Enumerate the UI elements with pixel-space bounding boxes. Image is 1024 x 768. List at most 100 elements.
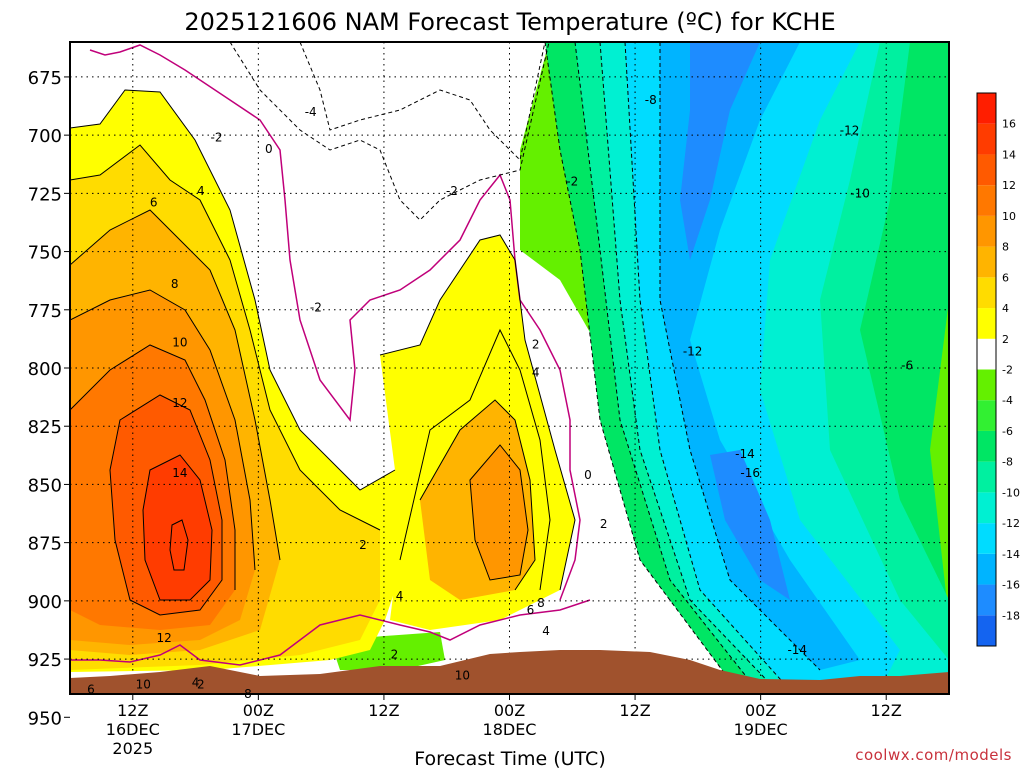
colorbar-swatch xyxy=(977,553,996,585)
colorbar-swatch xyxy=(977,338,996,370)
band-plus14 xyxy=(143,455,212,600)
x-tick-label: 12Z xyxy=(368,701,399,720)
contour-label: 4 xyxy=(532,366,540,380)
contour-labels: -4-8-12-10-20468101214-2-2-2-12-6-14-162… xyxy=(87,93,913,701)
y-tick-label: 875 xyxy=(28,534,62,555)
terrain xyxy=(70,650,949,694)
contour-label: -14 xyxy=(787,643,807,657)
y-tick-label: 675 xyxy=(28,68,62,89)
contour-line-minus16 xyxy=(659,42,821,671)
plot-area xyxy=(70,42,949,694)
colorbar-label: -2 xyxy=(1002,364,1013,377)
credit-link[interactable]: coolwx.com/models xyxy=(855,746,1012,764)
contour-label: -12 xyxy=(840,123,860,137)
x-tick-label: 00Z xyxy=(243,701,274,720)
x-tick-label: 2025 xyxy=(112,739,153,758)
colorbar-label: -8 xyxy=(1002,456,1013,469)
colorbar-label: -6 xyxy=(1002,425,1013,438)
x-tick-label: 00Z xyxy=(745,701,776,720)
contour-line-minus2 xyxy=(229,42,550,221)
colorbar-swatch xyxy=(977,246,996,278)
contour-label: -10 xyxy=(850,186,870,200)
colorbar-label: 6 xyxy=(1002,271,1009,284)
colorbar-swatch xyxy=(977,308,996,339)
x-tick-label: 00Z xyxy=(494,701,525,720)
colorbar-label: -10 xyxy=(1002,486,1020,499)
colorbar-swatch xyxy=(977,615,996,646)
contour-label: 4 xyxy=(542,624,550,638)
dotted-grid xyxy=(70,42,949,694)
y-axis: 675 700 725 750 775 800 825 850 875 900 925 950 xyxy=(28,68,70,729)
colorbar-swatch xyxy=(977,523,996,554)
chart-title: 2025121606 NAM Forecast Temperature (ºC)… xyxy=(184,8,835,36)
colorbar-swatch xyxy=(977,430,996,462)
contour-line-minus10 xyxy=(574,42,761,694)
colorbar-swatch xyxy=(977,154,996,186)
colorbar: -18 -16 -14 -12 -10 -8 -6 -4 -2 2 4 6 8 10 12 14 16 xyxy=(976,92,1020,647)
contour-label: -14 xyxy=(735,447,755,461)
contour-label: 8 xyxy=(171,277,179,291)
contour-label: 4 xyxy=(192,675,200,689)
contour-label: 8 xyxy=(537,596,545,610)
y-tick-label: 850 xyxy=(28,475,62,496)
colorbar-swatch xyxy=(977,369,996,401)
colorbar-swatch xyxy=(977,492,996,524)
contour-label: -16 xyxy=(740,466,760,480)
colorbar-label: 10 xyxy=(1002,210,1016,223)
colorbar-border xyxy=(976,92,997,647)
contour-label: 2 xyxy=(391,647,399,661)
contour-line-minus14 xyxy=(624,42,791,691)
x-axis-label: Forecast Time (UTC) xyxy=(414,748,605,768)
contour-line-6-east xyxy=(419,399,536,591)
colorbar-label: 4 xyxy=(1002,302,1009,315)
contour-line-10 xyxy=(70,344,236,590)
colorbar-swatch xyxy=(977,93,996,124)
colorbar-label: -16 xyxy=(1002,579,1020,592)
colorbar-label: -4 xyxy=(1002,394,1013,407)
contour-label: 2 xyxy=(197,678,205,692)
y-tick-label: 775 xyxy=(28,301,62,322)
contour-line-2 xyxy=(70,89,396,491)
contour-line-minus4 xyxy=(299,42,546,162)
colorbar-swatch xyxy=(977,461,996,493)
y-tick-label: 950 xyxy=(28,708,62,729)
contour-label: -2 xyxy=(310,300,322,314)
contour-label: 10 xyxy=(455,668,470,682)
contour-label: 2 xyxy=(359,538,367,552)
colorbar-swatch xyxy=(977,185,996,216)
contour-line-8-east xyxy=(469,444,529,581)
x-tick-label: 18DEC xyxy=(483,720,537,739)
y-tick-label: 825 xyxy=(28,417,62,438)
contour-label: -6 xyxy=(901,359,913,373)
colorbar-label: -18 xyxy=(1002,609,1020,622)
contour-label: 2 xyxy=(600,517,608,531)
contour-line-8 xyxy=(70,289,256,571)
colorbar-label: 16 xyxy=(1002,118,1016,131)
contour-label: 10 xyxy=(172,335,187,349)
x-tick-label: 19DEC xyxy=(734,720,788,739)
contour-label: 6 xyxy=(87,682,95,696)
y-tick-label: 900 xyxy=(28,592,62,613)
colorbar-label: -14 xyxy=(1002,548,1020,561)
x-tick-label: 12Z xyxy=(871,701,902,720)
contour-label: 0 xyxy=(265,142,273,156)
contour-label: -8 xyxy=(645,93,657,107)
contour-label: 0 xyxy=(584,468,592,482)
freezing-line-west xyxy=(89,44,581,601)
colorbar-label: 2 xyxy=(1002,333,1009,346)
y-tick-label: 925 xyxy=(28,650,62,671)
band-minus18-low xyxy=(710,450,790,600)
contour-label: -2 xyxy=(211,130,223,144)
contour-label: 4 xyxy=(197,184,205,198)
contour-label: 14 xyxy=(172,466,187,480)
x-tick-label: 12Z xyxy=(117,701,148,720)
freezing-line-surface xyxy=(70,599,591,666)
contour-label: 2 xyxy=(532,338,540,352)
contour-line-12 xyxy=(109,394,223,616)
x-tick-label: 17DEC xyxy=(231,720,285,739)
contour-label: 4 xyxy=(396,589,404,603)
contour-label: -2 xyxy=(446,184,458,198)
y-tick-label: 800 xyxy=(28,359,62,380)
